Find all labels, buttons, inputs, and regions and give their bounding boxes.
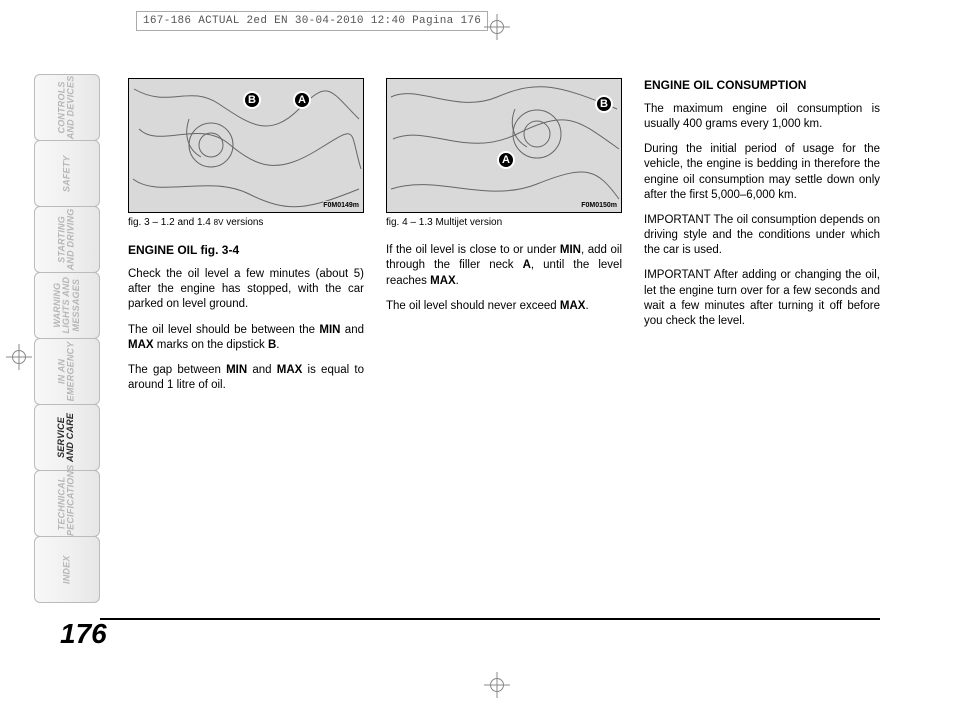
tab-safety[interactable]: SAFETY [34,140,100,207]
page-content: B A F0M0149m fig. 3 – 1.2 and 1.4 8V ver… [128,78,884,403]
registration-mark-bottom [484,672,510,698]
figure-3-caption: fig. 3 – 1.2 and 1.4 8V versions [128,216,364,229]
print-header-slug: 167-186 ACTUAL 2ed EN 30-04-2010 12:40 P… [136,11,488,31]
callout-a: A [293,91,311,109]
body-text: The maximum engine oil consumption is us… [644,102,880,132]
tab-label: INDEX [62,555,71,584]
figure-ref-code: F0M0149m [323,201,359,210]
body-text: IMPORTANT After adding or changing the o… [644,268,880,329]
section-tabs: CONTROLS AND DEVICES SAFETY STARTING AND… [34,74,100,603]
column-3: ENGINE OIL CONSUMPTION The maximum engin… [644,78,880,403]
tab-warning-lights-and-messages[interactable]: WARNING LIGHTS AND MESSAGES [34,272,100,339]
figure-4-caption: fig. 4 – 1.3 Multijet version [386,216,622,229]
tab-technical-specifications[interactable]: TECHNICAL SPECIFICATIONS [34,470,100,537]
tab-starting-and-driving[interactable]: STARTING AND DRIVING [34,206,100,273]
tab-label: WARNING LIGHTS AND MESSAGES [53,277,81,334]
figure-3: B A F0M0149m [128,78,364,213]
page-number: 176 [60,618,107,650]
body-text: If the oil level is close to or under MI… [386,243,622,289]
body-text: The oil level should never exceed MAX. [386,299,622,314]
callout-a: A [497,151,515,169]
tab-controls-and-devices[interactable]: CONTROLS AND DEVICES [34,74,100,141]
tab-label: CONTROLS AND DEVICES [58,76,77,140]
callout-b: B [595,95,613,113]
body-text: The gap between MIN and MAX is equal to … [128,363,364,393]
engine-oil-consumption-heading: ENGINE OIL CONSUMPTION [644,78,880,94]
callout-b: B [243,91,261,109]
tab-label: STARTING AND DRIVING [58,209,77,271]
tab-label: SAFETY [62,155,71,192]
body-text: Check the oil level a few minutes (about… [128,267,364,313]
column-1: B A F0M0149m fig. 3 – 1.2 and 1.4 8V ver… [128,78,364,403]
tab-index[interactable]: INDEX [34,536,100,603]
figure-ref-code: F0M0150m [581,201,617,210]
tab-service-and-care[interactable]: SERVICE AND CARE [34,404,100,471]
body-text: During the initial period of usage for t… [644,142,880,203]
engine-illustration-icon [387,79,622,213]
engine-oil-heading: ENGINE OIL fig. 3-4 [128,243,364,259]
registration-mark-left [6,344,32,370]
figure-4: B A F0M0150m [386,78,622,213]
tab-label: TECHNICAL SPECIFICATIONS [58,465,77,543]
footer-rule [100,618,880,620]
column-2: B A F0M0150m fig. 4 – 1.3 Multijet versi… [386,78,622,403]
body-text: The oil level should be between the MIN … [128,323,364,353]
registration-mark-top [484,14,510,40]
body-text: IMPORTANT The oil consumption depends on… [644,213,880,259]
tab-label: IN AN EMERGENCY [58,342,77,402]
tab-in-an-emergency[interactable]: IN AN EMERGENCY [34,338,100,405]
tab-label: SERVICE AND CARE [58,413,77,462]
